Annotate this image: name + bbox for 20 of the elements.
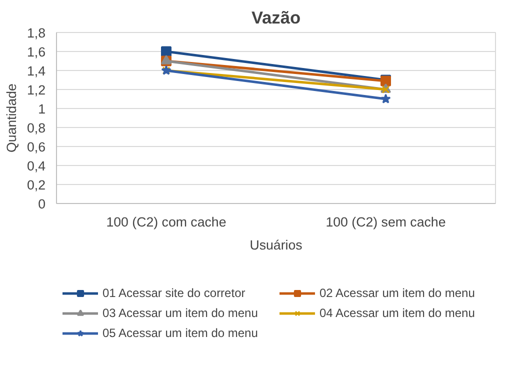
- chart-title: Vazão: [251, 8, 301, 28]
- y-tick-label: 1,4: [26, 64, 46, 78]
- x-tick-label: 100 (C2) com cache: [106, 214, 226, 230]
- y-tick-label: 1,2: [26, 82, 46, 98]
- y-tick-label: 1: [38, 102, 46, 116]
- y-tick-label: 0,2: [26, 178, 46, 192]
- y-axis-title: Quantidade: [4, 84, 19, 152]
- y-tick-label: 0,6: [26, 140, 46, 154]
- x-tick-label: 100 (C2) sem cache: [326, 214, 446, 230]
- x-axis-title: Usuários: [250, 238, 303, 252]
- y-tick-label: 1,8: [26, 26, 46, 40]
- y-tick-label: 0: [38, 196, 46, 212]
- y-tick-label: 0,8: [26, 120, 46, 136]
- legend-label: 05 Acessar um item do menu: [102, 326, 259, 340]
- y-tick-label: 1,6: [26, 44, 46, 60]
- legend-label: 01 Acessar site do corretor: [102, 286, 246, 300]
- legend-label: 04 Acessar um item do menu: [320, 306, 476, 320]
- legend-label: 03 Acessar um item do menu: [102, 306, 259, 320]
- legend-label: 02 Acessar um item do menu: [320, 286, 476, 300]
- y-tick-label: 0,4: [26, 158, 46, 174]
